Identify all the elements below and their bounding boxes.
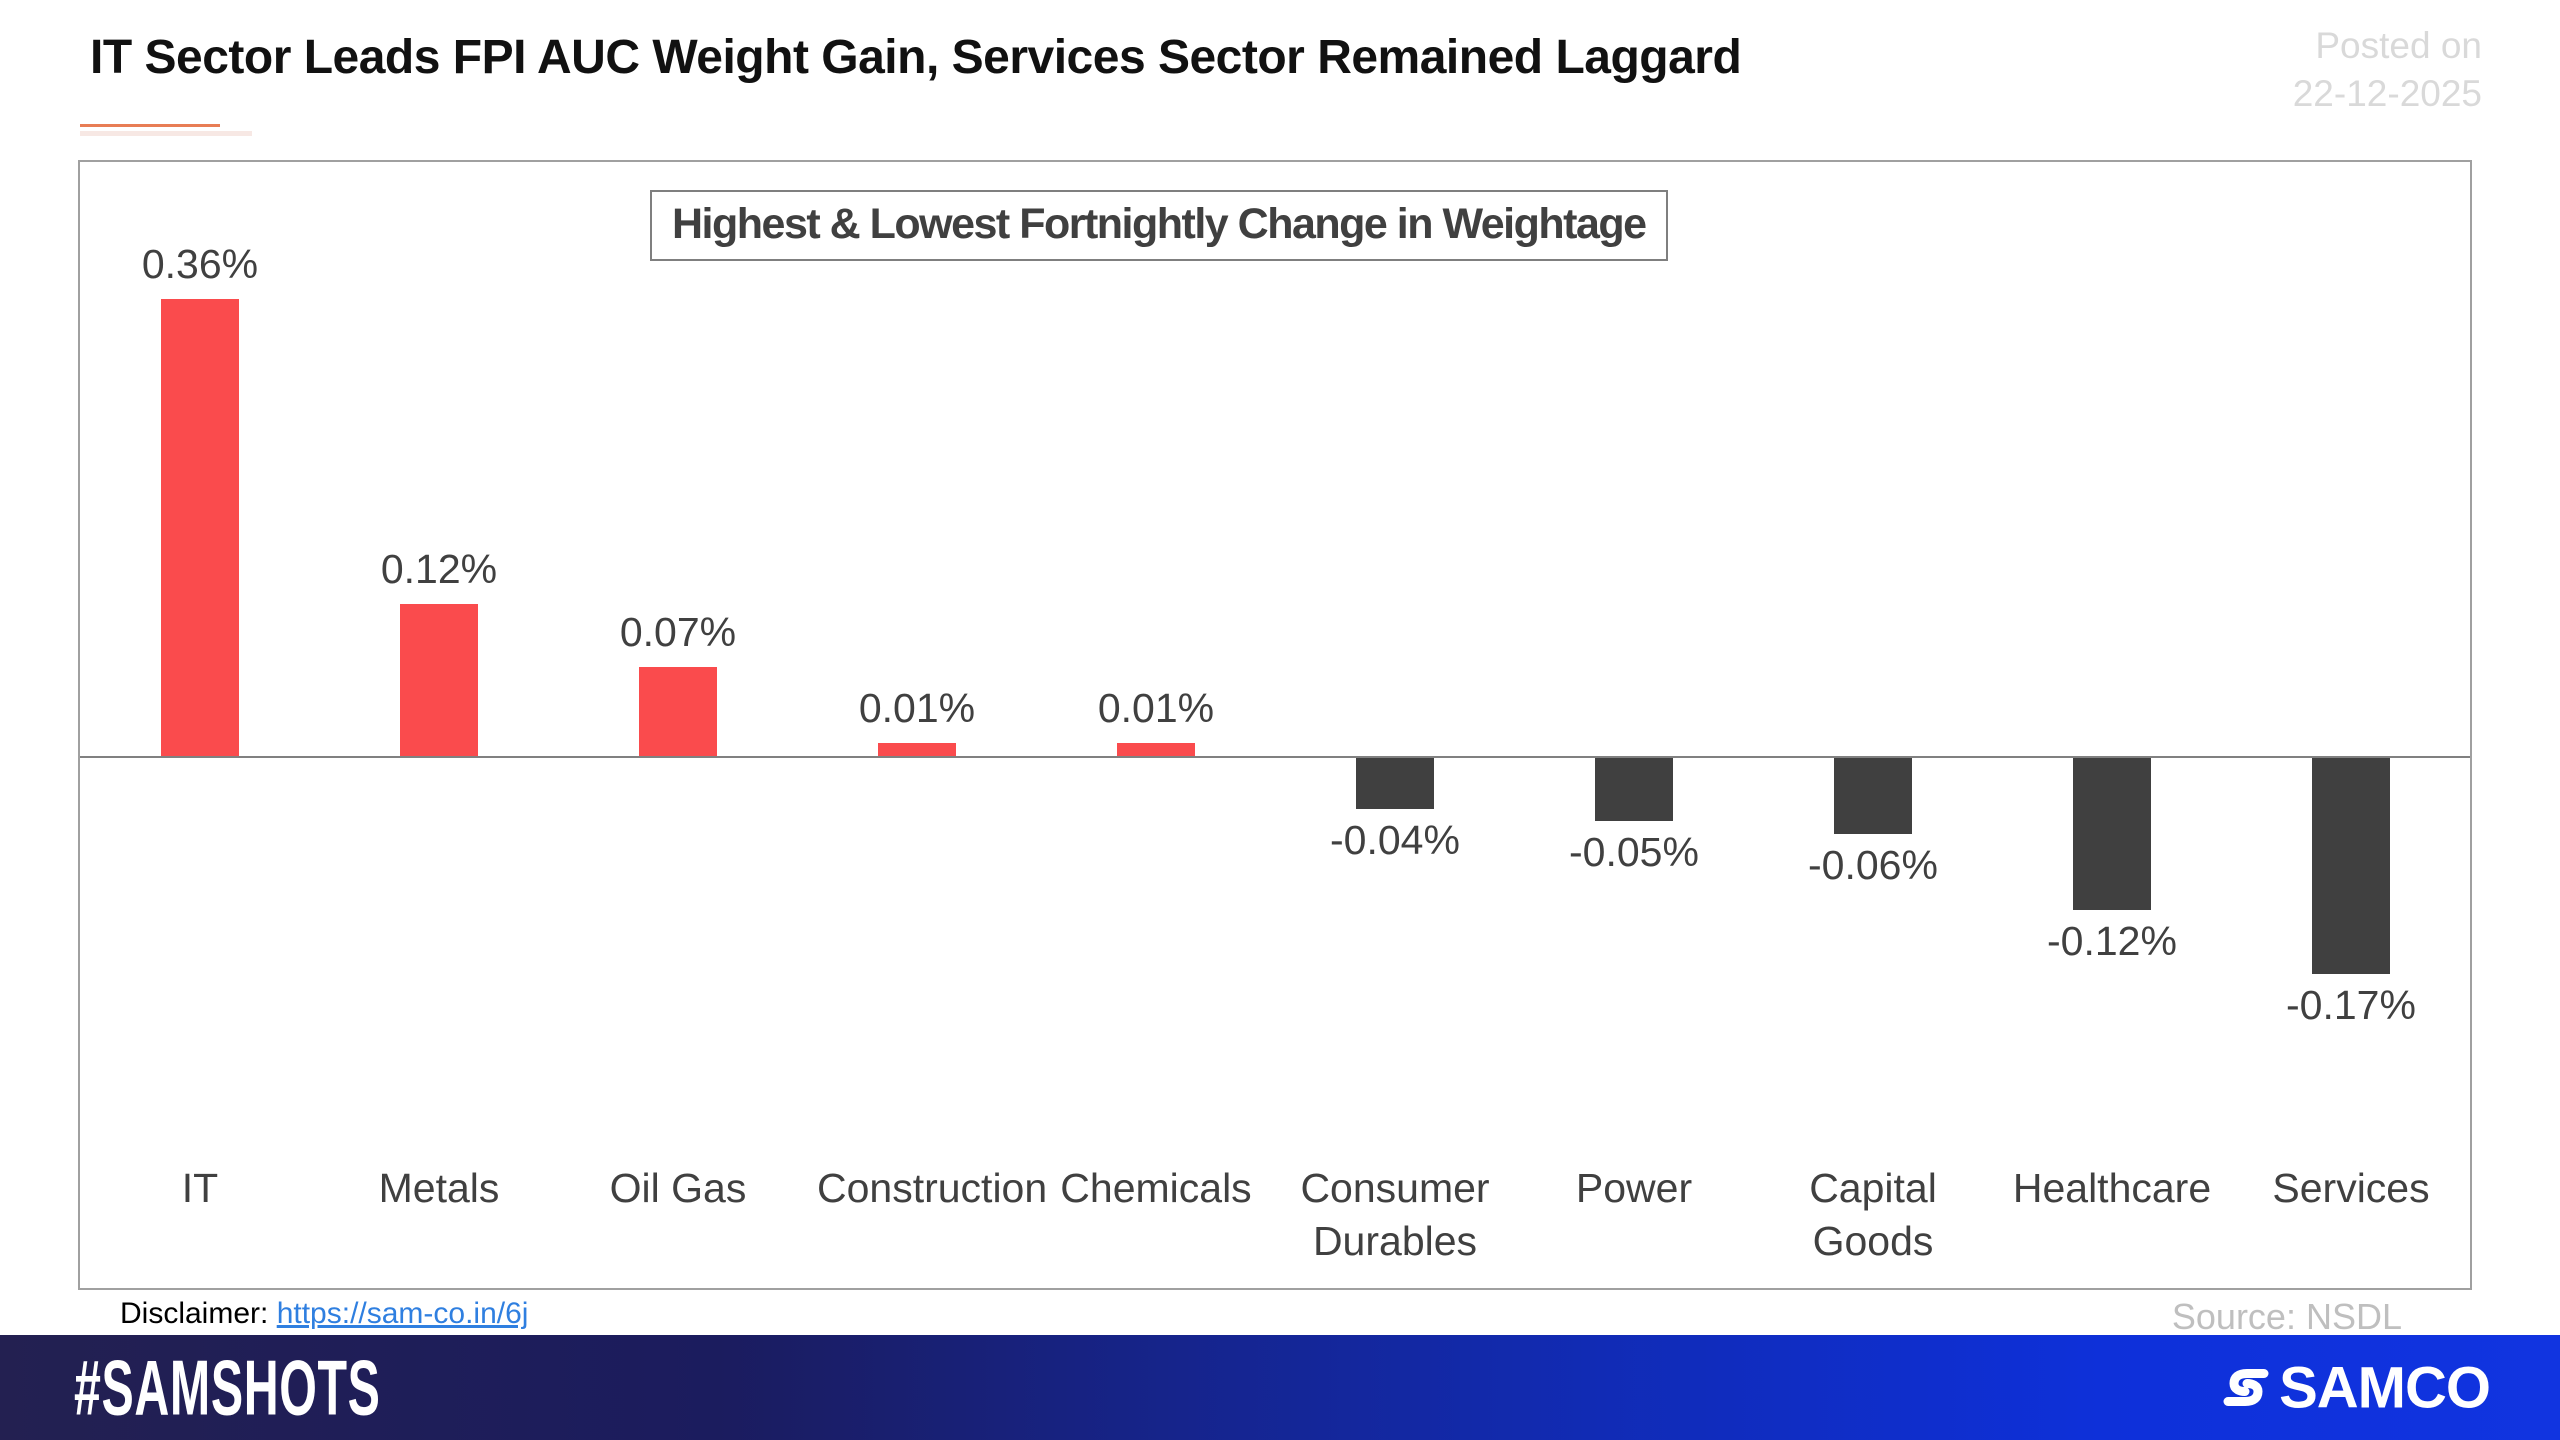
posted-on-label: Posted on: [2315, 25, 2482, 66]
bar-power: [1595, 758, 1673, 821]
x-axis-label-power: Power: [1575, 1165, 1693, 1211]
plot-area: 0.36% IT 0.12% Metals 0.07% Oil Gas 0.01% Const…: [80, 162, 2470, 1288]
x-axis-line: [80, 756, 2470, 758]
bar-services: [2312, 758, 2390, 974]
x-axis-label-metals: Metals: [378, 1165, 500, 1211]
samco-logo-icon: [2223, 1369, 2269, 1406]
bar-metals: [400, 604, 478, 756]
bar-value-label-metals: 0.12%: [380, 546, 498, 592]
chart-title: Highest & Lowest Fortnightly Change in W…: [650, 190, 1668, 261]
chart-title-text: Highest & Lowest Fortnightly Change in W…: [672, 200, 1647, 248]
chart-area: Highest & Lowest Fortnightly Change in W…: [78, 160, 2472, 1290]
disclaimer-label: Disclaimer:: [120, 1297, 269, 1330]
bar-value-label-chemicals: 0.01%: [1097, 685, 1215, 731]
bar-capital-goods: [1834, 758, 1912, 834]
bar-value-label-consumer-durables: -0.04%: [1330, 817, 1460, 863]
posted-on-date: Posted on 22-12-2025: [2293, 22, 2482, 118]
page-title: IT Sector Leads FPI AUC Weight Gain, Ser…: [90, 31, 1742, 84]
bar-value-label-services: -0.17%: [2286, 982, 2416, 1028]
disclaimer: Disclaimer: https://sam-co.in/6j: [120, 1297, 528, 1331]
source-label: Source: NSDL: [2171, 1296, 2402, 1337]
samco-logo: SAMCO: [2217, 1354, 2491, 1421]
x-axis-label-services: Services: [2272, 1165, 2430, 1211]
x-axis-label-consumer-durables: Consumer Durables: [1300, 1165, 1490, 1265]
footer-bar: #SAMSHOTS SAMCO: [0, 1335, 2560, 1440]
bar-value-label-healthcare: -0.12%: [2047, 918, 2177, 964]
bar-chemicals: [1117, 743, 1195, 756]
bar-value-label-it: 0.36%: [141, 241, 259, 287]
x-axis-label-it: IT: [181, 1165, 219, 1211]
samco-logo-text: SAMCO: [2279, 1355, 2491, 1420]
title-underline-shadow: [80, 131, 252, 136]
x-axis-label-construction: Construction: [817, 1165, 1048, 1211]
x-axis-label-capital-goods: Capital Goods: [1809, 1165, 1937, 1265]
x-axis-label-chemicals: Chemicals: [1060, 1165, 1252, 1211]
bar-value-label-capital-goods: -0.06%: [1808, 842, 1938, 888]
samshots-hashtag: #SAMSHOTS: [74, 1343, 381, 1431]
disclaimer-link[interactable]: https://sam-co.in/6j: [276, 1297, 529, 1330]
bar-healthcare: [2073, 758, 2151, 910]
x-axis-label-healthcare: Healthcare: [2012, 1165, 2212, 1211]
bar-it: [161, 299, 239, 756]
bar-construction: [878, 743, 956, 756]
bar-consumer-durables: [1356, 758, 1434, 809]
posted-on-value: 22-12-2025: [2292, 73, 2482, 115]
bar-oil-gas: [639, 667, 717, 756]
x-axis-label-oil-gas: Oil Gas: [609, 1165, 747, 1211]
bar-value-label-power: -0.05%: [1569, 829, 1699, 875]
bar-value-label-oil-gas: 0.07%: [619, 609, 737, 655]
bar-value-label-construction: 0.01%: [858, 685, 976, 731]
title-underline-accent: [80, 124, 220, 127]
